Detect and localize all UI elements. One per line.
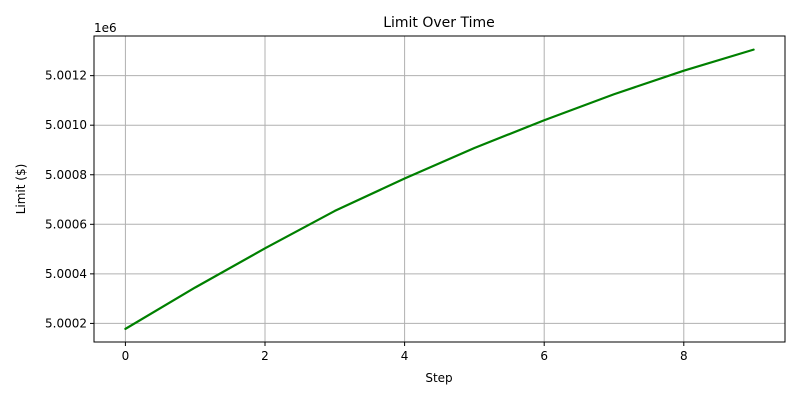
y-tick-label: 5.0002	[45, 316, 87, 330]
y-tick-label: 5.0004	[45, 267, 87, 281]
x-tick-label: 8	[680, 349, 688, 363]
y-axis: 5.0002 5.0004 5.0006 5.0008 5.0010 5.0012	[45, 69, 94, 330]
y-offset-label: 1e6	[94, 21, 117, 35]
series-group	[124, 48, 755, 330]
x-axis-label: Step	[425, 371, 452, 385]
y-tick-label: 5.0012	[45, 69, 87, 83]
plot-frame	[93, 35, 786, 343]
grid	[94, 36, 785, 342]
x-tick-label: 4	[401, 349, 409, 363]
chart-title: Limit Over Time	[383, 15, 495, 31]
y-tick-label: 5.0010	[45, 118, 87, 132]
y-axis-label: Limit ($)	[14, 164, 28, 215]
series-line	[124, 48, 755, 330]
x-tick-label: 2	[261, 349, 269, 363]
y-tick-label: 5.0006	[45, 217, 87, 231]
x-tick-label: 0	[122, 349, 130, 363]
x-axis: 0 2 4 6 8	[122, 342, 688, 363]
y-tick-label: 5.0008	[45, 168, 87, 182]
x-tick-label: 6	[540, 349, 548, 363]
